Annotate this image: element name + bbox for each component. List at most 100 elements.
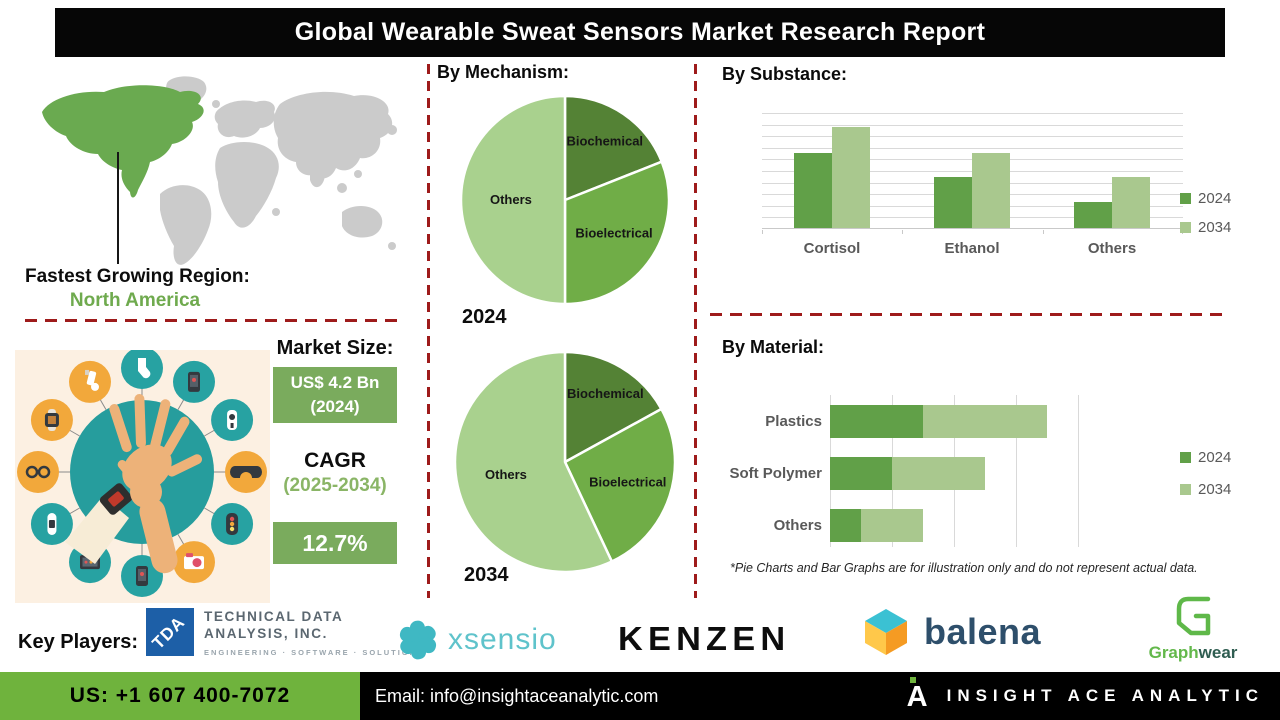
pie-slice-label: Biochemical: [566, 134, 643, 149]
map-pointer-line: [117, 152, 119, 264]
vertical-divider-left: [427, 64, 430, 598]
cagr-label: CAGR: [304, 449, 366, 472]
bar-plastics-2034: [923, 405, 1047, 438]
xsensio-spiral-icon: [399, 620, 437, 660]
continent-africa: [215, 142, 279, 228]
pie-slice-label: Bioelectrical: [575, 225, 652, 240]
island-indonesia: [337, 183, 347, 193]
bar-others-2034: [1112, 176, 1150, 228]
pie-slice-label: Others: [485, 467, 527, 482]
pie-slice-biochemical: [563, 350, 664, 465]
hands-with-smartwatch: [65, 394, 203, 574]
continent-south-america: [160, 185, 212, 265]
pie-slice-others: [459, 94, 567, 306]
gridline: [1016, 395, 1017, 547]
pie-year-2024: 2024: [462, 306, 507, 328]
report-title-bar: Global Wearable Sweat Sensors Market Res…: [55, 8, 1225, 57]
smartwatch-icon: [30, 399, 73, 441]
xsensio-wordmark: xsensio: [448, 623, 557, 656]
pie-slice-others: [453, 350, 614, 574]
smartwatch-on-wrist: [99, 483, 133, 515]
pie-slice-label: Biochemical: [567, 386, 644, 401]
pie-chart-mechanism-2034: Biochemical Bioelectrical Others: [453, 350, 677, 574]
camera-icon: [173, 541, 215, 584]
tda-name-line2: ANALYSIS, INC.: [204, 626, 328, 641]
body-meter-icon: [211, 399, 254, 441]
logo-kenzen: KENZEN: [618, 620, 790, 658]
legend-swatch: [1180, 484, 1191, 495]
x-axis: [762, 228, 1183, 229]
key-players-label: Key Players:: [18, 631, 139, 653]
logo-technical-data-analysis: TDA TECHNICAL DATA ANALYSIS, INC. ENGINE…: [146, 608, 424, 657]
legend-label: 2034: [1198, 481, 1232, 498]
category-label: Soft Polymer: [729, 465, 822, 482]
heart-monitor-phone-icon: [173, 360, 215, 403]
category-label: Ethanol: [944, 240, 1000, 257]
cagr-period: (2025-2034): [283, 475, 387, 496]
world-map-svg: [42, 76, 397, 265]
fastest-growing-region-value: North America: [69, 290, 201, 311]
logo-xsensio: xsensio: [396, 618, 557, 662]
continent-europe: [214, 100, 276, 138]
island-uk: [212, 100, 220, 108]
island-madagascar: [272, 208, 280, 216]
horizontal-divider-left: [25, 319, 397, 322]
smart-glasses-icon: [17, 451, 59, 493]
page-title: Global Wearable Sweat Sensors Market Res…: [294, 18, 986, 46]
bar-soft-polymer-2034: [892, 457, 985, 490]
market-size-label: Market Size:: [276, 337, 394, 359]
footer-brand: A INSIGHT ACE ANALYTIC: [907, 672, 1264, 720]
bar-plastics-2024: [830, 405, 923, 438]
section-heading-substance: By Substance:: [722, 64, 848, 84]
logo-balena: balena: [860, 606, 1041, 658]
kenzen-wordmark: KENZEN: [618, 620, 791, 657]
pie-chart-mechanism-2024: Biochemical Bioelectrical Others: [459, 94, 671, 306]
vr-goggles-icon: [225, 451, 267, 493]
gridline: [1078, 395, 1079, 547]
tda-name-line1: TECHNICAL DATA: [204, 609, 344, 624]
bar-chart-material: [830, 395, 1082, 553]
footer-phone: US: +1 607 400-7072: [0, 672, 360, 720]
section-heading-material: By Material:: [722, 337, 825, 357]
region-india: [310, 161, 326, 188]
logo-graphwear: Graphwear: [1118, 594, 1268, 663]
category-label: Others: [1087, 240, 1137, 257]
bar-soft-polymer-2024: [830, 457, 892, 490]
pointing-hand: [117, 460, 178, 574]
legend-swatch: [1180, 193, 1191, 204]
footer-bar: US: +1 607 400-7072 Email: info@insighta…: [0, 672, 1280, 720]
smartphone-icon: [121, 555, 163, 597]
market-size-value-box: US$ 4.2 Bn (2024): [273, 367, 397, 423]
legend-item-2034: 2034: [1180, 219, 1231, 236]
axis-tick: [1043, 230, 1044, 234]
bar-ethanol-2034: [972, 152, 1010, 228]
legend-label: 2024: [1198, 190, 1232, 207]
tda-monogram-icon: TDA: [146, 608, 194, 656]
pie-year-2034: 2034: [464, 564, 509, 586]
gridline: [762, 147, 1183, 149]
footer-email[interactable]: Email: info@insightaceanalytic.com: [375, 686, 659, 706]
world-map: [20, 70, 410, 270]
tda-monogram-text: TDA: [148, 612, 189, 653]
category-label: Others: [773, 517, 822, 534]
pie-slice-bioelectrical: [563, 407, 677, 564]
legend-label: 2024: [1198, 449, 1232, 466]
legend-label: 2034: [1198, 219, 1232, 236]
inhaler-icon: [69, 360, 111, 403]
legend-swatch: [1180, 222, 1191, 233]
insight-ace-logo-icon: A: [907, 677, 933, 713]
tda-tagline: ENGINEERING · SOFTWARE · SOLUTIONS: [204, 648, 425, 657]
fitness-tracker-icon: [211, 503, 254, 545]
market-size-year: (2024): [310, 397, 360, 416]
sock-icon: [121, 350, 163, 389]
category-label: Cortisol: [803, 240, 861, 257]
axis-tick: [762, 230, 763, 234]
pie-slice-biochemical: [563, 94, 664, 202]
wearable-devices-illustration: [15, 350, 270, 603]
balena-wordmark: balena: [924, 611, 1042, 652]
island-japan: [387, 125, 397, 135]
continent-asia: [273, 91, 393, 179]
gridline: [762, 136, 1183, 138]
graphwear-g-icon: [1176, 596, 1211, 636]
footer-brand-name: INSIGHT ACE ANALYTIC: [946, 686, 1264, 705]
